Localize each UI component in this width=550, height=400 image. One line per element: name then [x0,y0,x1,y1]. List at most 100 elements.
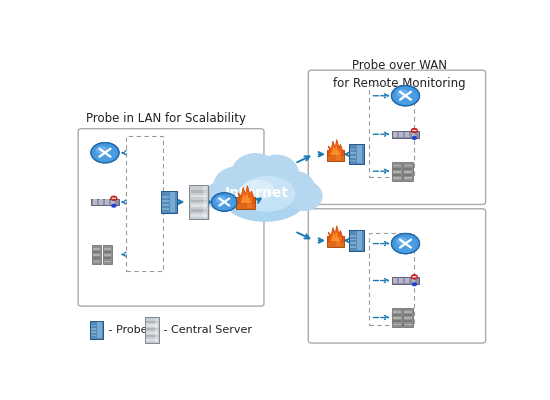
Bar [350,156,356,158]
Ellipse shape [239,176,295,212]
Bar [203,186,207,218]
Circle shape [411,136,417,140]
Bar [91,325,96,326]
Bar [146,328,158,330]
Bar [99,200,103,204]
Bar [350,242,356,244]
Polygon shape [237,186,254,203]
Bar [393,311,401,313]
Circle shape [212,193,237,211]
Bar [349,144,364,164]
Bar [350,239,356,240]
Bar [404,168,411,170]
Bar [90,320,103,339]
Bar [392,308,402,327]
Bar [236,197,255,209]
Bar [411,132,415,137]
Bar [91,332,96,333]
Bar [97,322,102,338]
Bar [404,171,411,173]
Bar [93,200,97,204]
Ellipse shape [287,181,322,211]
Bar [393,324,401,325]
Circle shape [395,237,416,252]
Bar [191,204,207,207]
Bar [393,177,401,179]
Bar [190,186,210,220]
Bar [350,149,356,150]
Bar [191,190,207,193]
Ellipse shape [231,153,280,195]
Circle shape [91,142,119,163]
FancyBboxPatch shape [309,209,486,343]
Bar [403,308,412,327]
Bar [146,332,158,334]
Polygon shape [327,140,343,155]
Bar [162,200,169,202]
Bar [349,230,364,251]
Bar [91,199,119,205]
Bar [393,168,401,170]
FancyBboxPatch shape [78,129,264,306]
Bar [161,191,177,213]
Bar [404,320,411,322]
Polygon shape [331,230,340,242]
Bar [146,321,158,323]
Text: - Probe: - Probe [105,325,147,335]
Bar [162,204,169,206]
Ellipse shape [205,181,240,211]
Bar [405,132,409,137]
Bar [189,185,208,219]
Text: Probe over WAN
for Remote Monitoring: Probe over WAN for Remote Monitoring [333,59,465,90]
Bar [393,320,401,322]
Bar [93,251,100,253]
Bar [103,251,111,253]
Bar [411,278,415,283]
Bar [161,191,177,213]
Circle shape [411,274,417,279]
Bar [191,214,207,217]
Circle shape [216,196,226,203]
Circle shape [96,146,107,154]
Bar [170,192,175,212]
Bar [146,318,160,344]
Bar [393,165,401,166]
Bar [405,278,409,283]
Bar [327,236,344,247]
Bar [399,278,403,283]
Bar [246,198,252,208]
Bar [93,260,100,262]
Bar [393,278,397,283]
Ellipse shape [223,174,307,222]
Bar [336,151,341,160]
Bar [404,317,411,319]
Ellipse shape [276,171,315,205]
Bar [336,237,341,246]
Ellipse shape [213,167,258,205]
Bar [369,233,414,325]
Bar [350,235,356,237]
Bar [404,311,411,313]
Bar [146,335,158,337]
Bar [349,144,364,164]
Circle shape [395,89,416,104]
Circle shape [411,282,417,286]
Bar [404,324,411,325]
Bar [93,248,100,250]
Bar [93,257,100,259]
Bar [103,260,111,262]
Bar [103,257,111,259]
Bar [91,328,96,330]
Polygon shape [327,226,343,242]
Text: Internet: Internet [224,186,288,200]
Bar [350,160,356,161]
Bar [191,200,207,202]
Bar [349,230,364,251]
Bar [404,165,411,166]
Bar [393,171,401,173]
Circle shape [95,146,116,161]
Bar [103,245,112,264]
Circle shape [392,234,420,254]
Bar [327,150,344,160]
Bar [92,245,101,264]
